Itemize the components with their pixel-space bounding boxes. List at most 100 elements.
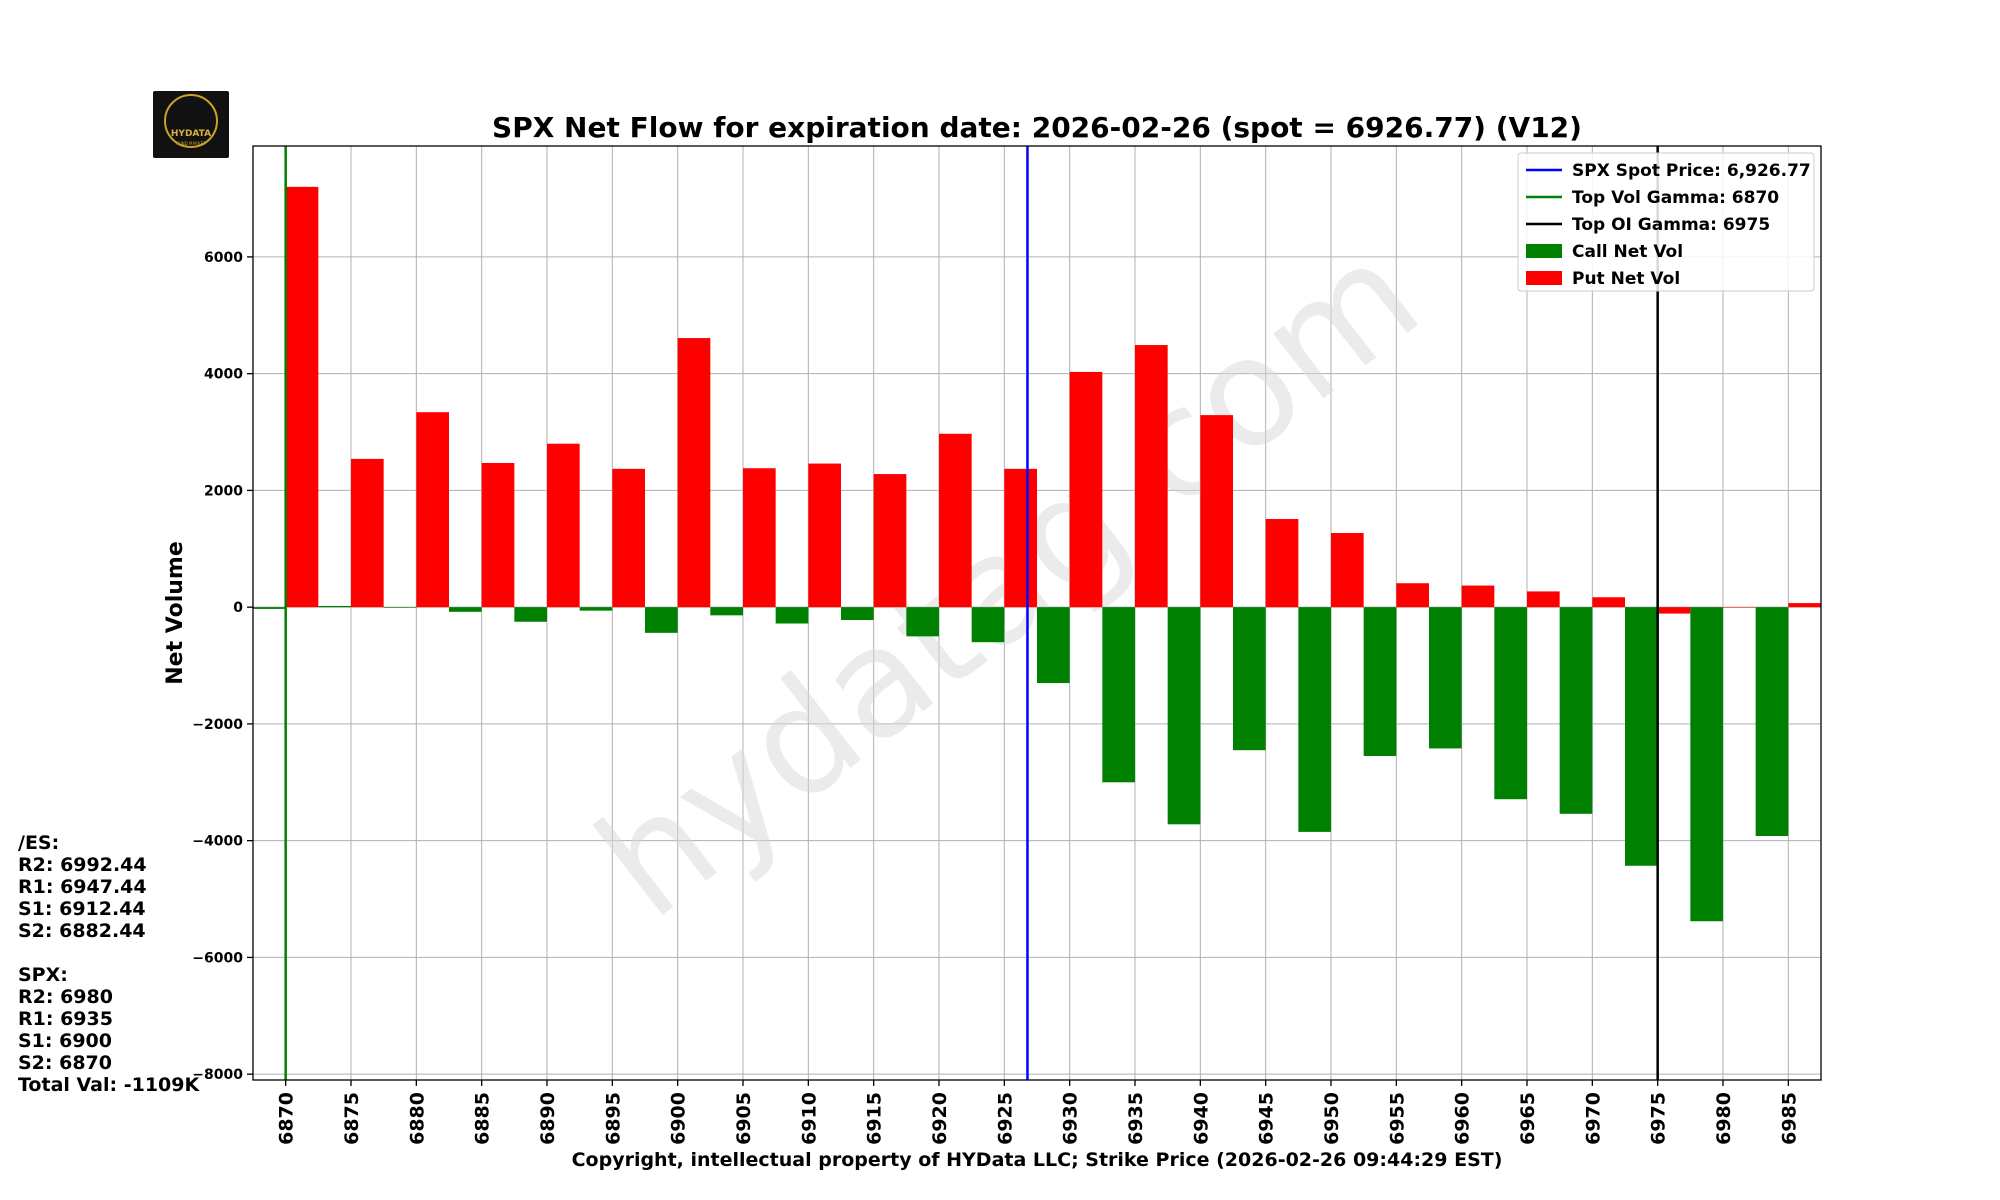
spx-header: SPX: [18, 964, 68, 986]
put-bar [1265, 519, 1299, 608]
x-tick-label: 6875 [341, 1092, 363, 1145]
call-bar [579, 607, 613, 611]
call-bar [1363, 607, 1397, 757]
es-r1: R1: 6947.44 [18, 876, 147, 898]
y-tick-label: 0 [233, 600, 243, 616]
call-bar [1690, 607, 1723, 922]
call-bar [1233, 607, 1266, 751]
put-bar [743, 468, 776, 608]
call-bar [775, 607, 809, 624]
call-bar [906, 607, 939, 637]
put-bar [1657, 607, 1691, 614]
put-bar [1461, 585, 1495, 608]
put-bar [1788, 603, 1821, 608]
call-bar [1102, 607, 1135, 783]
es-s1: S1: 6912.44 [18, 898, 146, 920]
spx-s2: S2: 6870 [18, 1052, 112, 1074]
es-header: /ES: [18, 832, 60, 854]
logo-subtext: FUND MARKET [176, 141, 206, 146]
spx-s1: S1: 6900 [18, 1030, 112, 1052]
put-bar [612, 468, 645, 608]
logo-text: HYDATA [170, 129, 212, 139]
logo-ring-icon [164, 94, 218, 148]
put-bar [416, 412, 449, 608]
call-bar [1755, 607, 1789, 836]
x-tick-label: 6985 [1778, 1092, 1800, 1145]
legend-patch-swatch [1526, 271, 1562, 285]
legend-entry-label: Top Vol Gamma: 6870 [1572, 188, 1779, 208]
x-tick-label: 6915 [864, 1092, 886, 1145]
call-bar [1298, 607, 1331, 832]
put-bar [1331, 533, 1364, 608]
x-tick-label: 6885 [472, 1092, 494, 1145]
put-bar [1135, 345, 1168, 608]
x-tick-label: 6970 [1582, 1092, 1604, 1145]
call-bar [1429, 607, 1462, 749]
call-bar [710, 607, 743, 616]
total-val: Total Val: -1109K [18, 1074, 200, 1096]
call-bar [383, 607, 417, 608]
call-bar [1167, 607, 1201, 825]
put-bar [1396, 583, 1429, 608]
call-bar [449, 607, 482, 612]
legend-entry-label: Top OI Gamma: 6975 [1572, 215, 1770, 235]
put-bar [939, 433, 972, 608]
x-tick-label: 6975 [1648, 1092, 1670, 1145]
x-tick-label: 6950 [1321, 1092, 1343, 1145]
put-bar [285, 186, 319, 608]
x-tick-label: 6920 [929, 1092, 951, 1145]
x-tick-label: 6880 [406, 1092, 428, 1145]
x-tick-label: 6925 [994, 1092, 1016, 1145]
vlines-layer [284, 146, 1659, 1080]
call-bar [514, 607, 547, 622]
hydata-logo: HYDATA FUND MARKET [153, 91, 229, 158]
call-bar [1559, 607, 1593, 814]
x-tick-label: 6980 [1713, 1092, 1735, 1145]
x-tick-label: 6935 [1125, 1092, 1147, 1145]
x-tick-label: 6930 [1060, 1092, 1082, 1145]
es-r2: R2: 6992.44 [18, 854, 147, 876]
put-bar [1004, 468, 1037, 608]
x-tick-label: 6940 [1190, 1092, 1212, 1145]
x-tick-label: 6905 [733, 1092, 755, 1145]
legend-entry-label: Put Net Vol [1572, 269, 1680, 289]
x-tick-label: 6960 [1452, 1092, 1474, 1145]
legend: SPX Spot Price: 6,926.77 Top Vol Gamma: 6… [1517, 152, 1815, 292]
x-tick-label: 6870 [276, 1092, 298, 1145]
put-bar [1723, 607, 1756, 608]
put-bar [351, 458, 384, 608]
y-tick-label: −6000 [192, 950, 243, 966]
y-tick-label: −4000 [192, 834, 243, 850]
put-bar [1527, 591, 1560, 608]
call-bar [318, 605, 351, 608]
put-bar [1200, 415, 1233, 608]
y-axis-label: Net Volume [163, 541, 188, 685]
y-tick-label: 6000 [204, 250, 243, 266]
put-bar [481, 462, 515, 608]
call-bar [841, 607, 874, 621]
spx-r1: R1: 6935 [18, 1008, 113, 1030]
legend-entry-label: SPX Spot Price: 6,926.77 [1572, 161, 1811, 181]
legend-box [1517, 152, 1815, 292]
x-tick-label: 6900 [668, 1092, 690, 1145]
call-bar [1494, 607, 1527, 800]
x-axis-label: Copyright, intellectual property of HYDa… [572, 1149, 1503, 1171]
x-tick-label: 6955 [1386, 1092, 1408, 1145]
x-tick-label: 6895 [602, 1092, 624, 1145]
y-tick-label: 4000 [204, 367, 243, 383]
y-tick-label: −2000 [192, 717, 243, 733]
put-bar [873, 474, 907, 608]
call-bar [1037, 607, 1070, 684]
axes-layer: −8000 −6000 −4000 −2000 0 2000 4000 6000 6870 687… [192, 250, 1800, 1145]
bars-layer [253, 186, 1821, 922]
plot-frame [252, 145, 1822, 1081]
call-bar [253, 607, 286, 609]
y-tick-label: −8000 [192, 1067, 243, 1083]
x-tick-label: 6965 [1517, 1092, 1539, 1145]
x-tick-label: 6890 [537, 1092, 559, 1145]
x-tick-label: 6945 [1256, 1092, 1278, 1145]
legend-entry-label: Call Net Vol [1572, 242, 1683, 262]
call-bar [971, 607, 1005, 643]
x-tick-label: 6910 [798, 1092, 820, 1145]
